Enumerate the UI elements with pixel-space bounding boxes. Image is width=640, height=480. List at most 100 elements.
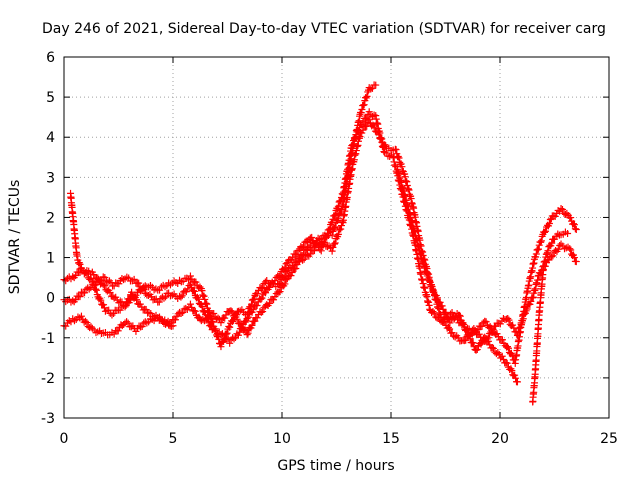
data-point: [448, 309, 456, 317]
data-point: [155, 298, 163, 306]
data-point: [504, 344, 512, 352]
data-point: [198, 303, 206, 311]
data-point: [270, 296, 278, 304]
data-point: [362, 94, 370, 102]
chart-title: Day 246 of 2021, Sidereal Day-to-day VTE…: [42, 21, 606, 37]
data-point: [398, 163, 406, 171]
data-point: [114, 327, 122, 335]
data-point: [338, 190, 346, 198]
data-point: [130, 275, 138, 283]
data-point: [437, 310, 445, 318]
data-point: [276, 288, 284, 296]
data-point: [323, 243, 331, 251]
data-point: [471, 327, 479, 335]
y-tick-label: 4: [46, 130, 55, 146]
data-point: [489, 344, 497, 352]
data-point: [368, 84, 376, 92]
y-tick-label: 5: [46, 90, 55, 106]
data-point: [551, 212, 559, 220]
data-point: [72, 272, 80, 280]
data-point: [82, 269, 90, 277]
data-point: [77, 288, 85, 296]
data-point: [253, 302, 261, 310]
data-point: [331, 239, 339, 247]
data-point: [275, 272, 283, 280]
data-point: [265, 299, 273, 307]
data-point: [378, 135, 386, 143]
data-point: [300, 242, 308, 250]
data-point: [441, 308, 449, 316]
data-point: [221, 314, 229, 322]
data-point: [101, 282, 109, 290]
data-point: [320, 239, 328, 247]
data-point: [488, 343, 496, 351]
data-point: [335, 210, 343, 218]
data-point: [475, 330, 483, 338]
x-tick-label: 15: [382, 431, 400, 447]
data-point: [328, 247, 336, 255]
data-point: [334, 230, 342, 238]
data-point: [233, 315, 241, 323]
data-point: [442, 309, 450, 317]
data-marks: [60, 81, 580, 406]
data-point: [310, 247, 318, 255]
data-point: [567, 246, 575, 254]
data-point: [62, 322, 70, 330]
data-point: [446, 325, 454, 333]
y-tick-label: 3: [46, 170, 55, 186]
data-point: [143, 319, 151, 327]
data-point: [331, 223, 339, 231]
data-point: [235, 328, 243, 336]
y-tick-label: 1: [46, 251, 55, 267]
data-point: [228, 308, 236, 316]
data-point: [124, 319, 132, 327]
data-point: [189, 287, 197, 295]
data-point: [249, 306, 257, 314]
data-point: [106, 288, 114, 296]
data-point: [138, 323, 146, 331]
data-point: [133, 296, 141, 304]
data-point: [178, 292, 186, 300]
data-point: [360, 101, 368, 109]
data-point: [395, 154, 403, 162]
data-point: [144, 292, 152, 300]
data-point: [186, 280, 194, 288]
data-point: [516, 323, 524, 331]
data-point: [110, 309, 118, 317]
data-point: [504, 343, 512, 351]
data-point: [456, 312, 464, 320]
data-point: [253, 290, 261, 298]
data-point: [281, 280, 289, 288]
data-point: [335, 198, 343, 206]
data-point: [90, 271, 98, 279]
data-point: [299, 256, 307, 264]
data-point: [498, 352, 506, 360]
data-point: [498, 336, 506, 344]
data-point: [359, 126, 367, 134]
axis-ticks: 0 5 10 15 20 25 -3 -2 -1 0 1 2 3 4 5 6: [41, 50, 618, 447]
y-tick-label: -2: [41, 371, 55, 387]
data-point: [358, 105, 366, 113]
data-point: [217, 343, 225, 351]
data-point: [244, 313, 252, 321]
data-point: [115, 299, 123, 307]
data-point: [184, 285, 192, 293]
data-point: [257, 308, 265, 316]
data-point: [436, 298, 444, 306]
data-point: [420, 263, 428, 271]
data-point: [140, 286, 148, 294]
data-point: [207, 321, 215, 329]
data-point: [394, 152, 402, 160]
data-point: [513, 378, 521, 386]
data-point: [357, 109, 365, 117]
data-point: [87, 323, 95, 331]
data-point: [370, 123, 378, 131]
data-point: [101, 273, 109, 281]
data-point: [282, 260, 290, 268]
series-track-3: [60, 116, 580, 345]
data-point: [448, 329, 456, 337]
data-point: [363, 92, 371, 100]
data-point: [115, 280, 123, 288]
data-point: [392, 146, 400, 154]
